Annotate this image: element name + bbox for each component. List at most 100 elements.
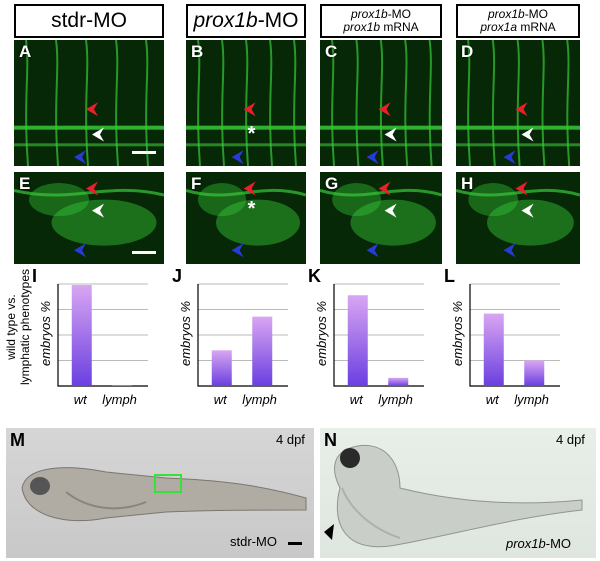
header-c4-gene2: prox1a — [480, 20, 518, 34]
arrowhead-edema — [324, 524, 334, 540]
red-arrowhead — [378, 102, 391, 117]
header-c3-gene2: prox1b — [343, 20, 381, 34]
panel-d-label: D — [461, 42, 474, 61]
bar-wt — [347, 295, 368, 386]
panel-h-image — [456, 181, 580, 258]
panel-g-label: G — [325, 174, 339, 193]
panel-b: B * — [186, 40, 306, 166]
xtick-lymph: lymph — [242, 392, 277, 407]
xtick-lymph: lymph — [102, 392, 137, 407]
scale-bar — [132, 151, 156, 154]
chart-j-ylabel: embryos % — [178, 300, 193, 366]
embryo-m-drawing — [21, 467, 307, 545]
asterisk-marker: * — [247, 197, 256, 220]
header-prox1b-mo: prox1b-MO — [186, 4, 306, 38]
header-c4-gene1: prox1b — [487, 7, 525, 22]
white-arrowhead — [384, 127, 397, 142]
chart-k-plot — [333, 283, 424, 387]
chart-j-plot — [197, 283, 288, 387]
xtick-wt: wt — [73, 392, 87, 407]
chart-j-label: J — [172, 266, 183, 286]
xtick-lymph: lymph — [378, 392, 413, 407]
chart-l-plot — [469, 283, 560, 387]
blue-arrowhead — [74, 243, 86, 258]
blue-arrowhead — [503, 150, 516, 165]
bar-wt — [483, 313, 504, 386]
red-arrowhead — [243, 102, 256, 117]
panel-e-label: E — [19, 174, 31, 193]
blue-arrowhead — [74, 150, 86, 165]
roi-box — [154, 474, 182, 493]
white-arrowhead — [521, 127, 534, 142]
header-prox1a-rescue: prox1b-MO prox1a mRNA — [456, 4, 580, 38]
chart-k-ylabel: embryos % — [314, 300, 329, 366]
header-prox1b-rescue: prox1b-MO prox1b mRNA — [320, 4, 442, 38]
chart-k-label: K — [308, 266, 321, 286]
header-prox1b-gene: prox1b — [193, 8, 258, 32]
white-arrowhead — [92, 203, 104, 218]
xtick-lymph: lymph — [514, 392, 549, 407]
panel-h: H — [456, 172, 580, 264]
blue-arrowhead — [366, 243, 379, 258]
blue-arrowhead — [503, 243, 516, 258]
blue-arrowhead — [231, 150, 244, 165]
panel-d: D — [456, 40, 580, 166]
panel-f-image — [186, 181, 306, 258]
header-stdr-mo-text: stdr-MO — [51, 8, 127, 32]
panel-g: G — [320, 172, 442, 264]
panel-n-caption-suffix: -MO — [545, 536, 572, 551]
white-arrowhead — [92, 127, 104, 142]
white-arrowhead — [521, 203, 534, 218]
red-arrowhead — [515, 181, 528, 196]
panel-e: E — [14, 172, 164, 264]
header-c4-suffix2: mRNA — [517, 20, 556, 34]
scale-bar-m — [288, 542, 302, 545]
chart-i-ylabel: embryos % — [38, 300, 53, 366]
header-c3-suffix1: -MO — [387, 7, 412, 22]
panel-h-label: H — [461, 174, 474, 193]
embryo-photo-n: N 4 dpf prox1b-MO — [320, 428, 596, 558]
embryo-photo-m: M 4 dpf stdr-MO — [6, 428, 314, 558]
panel-m-caption: stdr-MO — [230, 534, 277, 549]
red-arrowhead — [86, 102, 98, 117]
panel-a: A — [14, 40, 164, 166]
asterisk-marker: * — [247, 123, 256, 146]
panel-c-label: C — [325, 42, 338, 61]
xtick-wt: wt — [349, 392, 363, 407]
bar-lymph — [524, 360, 545, 386]
red-arrowhead — [243, 181, 256, 196]
panel-c-image — [320, 40, 442, 166]
panel-f-label: F — [191, 174, 202, 193]
panel-b-label: B — [191, 42, 204, 61]
embryo-n-drawing — [324, 444, 583, 548]
blue-arrowhead — [366, 150, 379, 165]
panel-d-image — [456, 40, 580, 166]
panel-f: F * — [186, 172, 306, 264]
panel-a-label: A — [19, 42, 32, 61]
chart-l-label: L — [444, 266, 455, 286]
header-prox1b-suffix: -MO — [257, 8, 299, 32]
panel-n-label: N — [324, 430, 337, 450]
bar-wt — [71, 285, 92, 386]
blue-arrowhead — [231, 243, 244, 258]
panel-n-caption: prox1b-MO — [506, 536, 571, 551]
bar-wt — [211, 350, 232, 386]
bar-lymph — [252, 316, 273, 386]
chart-l-ylabel: embryos % — [450, 300, 465, 366]
header-c4-suffix1: -MO — [524, 7, 549, 22]
xtick-wt: wt — [213, 392, 227, 407]
header-stdr-mo: stdr-MO — [14, 4, 164, 38]
chart-i-plot — [57, 283, 148, 387]
panel-c: C — [320, 40, 442, 166]
panel-a-image — [14, 40, 164, 166]
bar-lymph — [112, 384, 133, 386]
panel-e-image — [14, 181, 164, 258]
red-arrowhead — [86, 181, 98, 196]
red-arrowhead — [515, 102, 528, 117]
xtick-wt: wt — [485, 392, 499, 407]
scale-bar — [132, 251, 156, 254]
